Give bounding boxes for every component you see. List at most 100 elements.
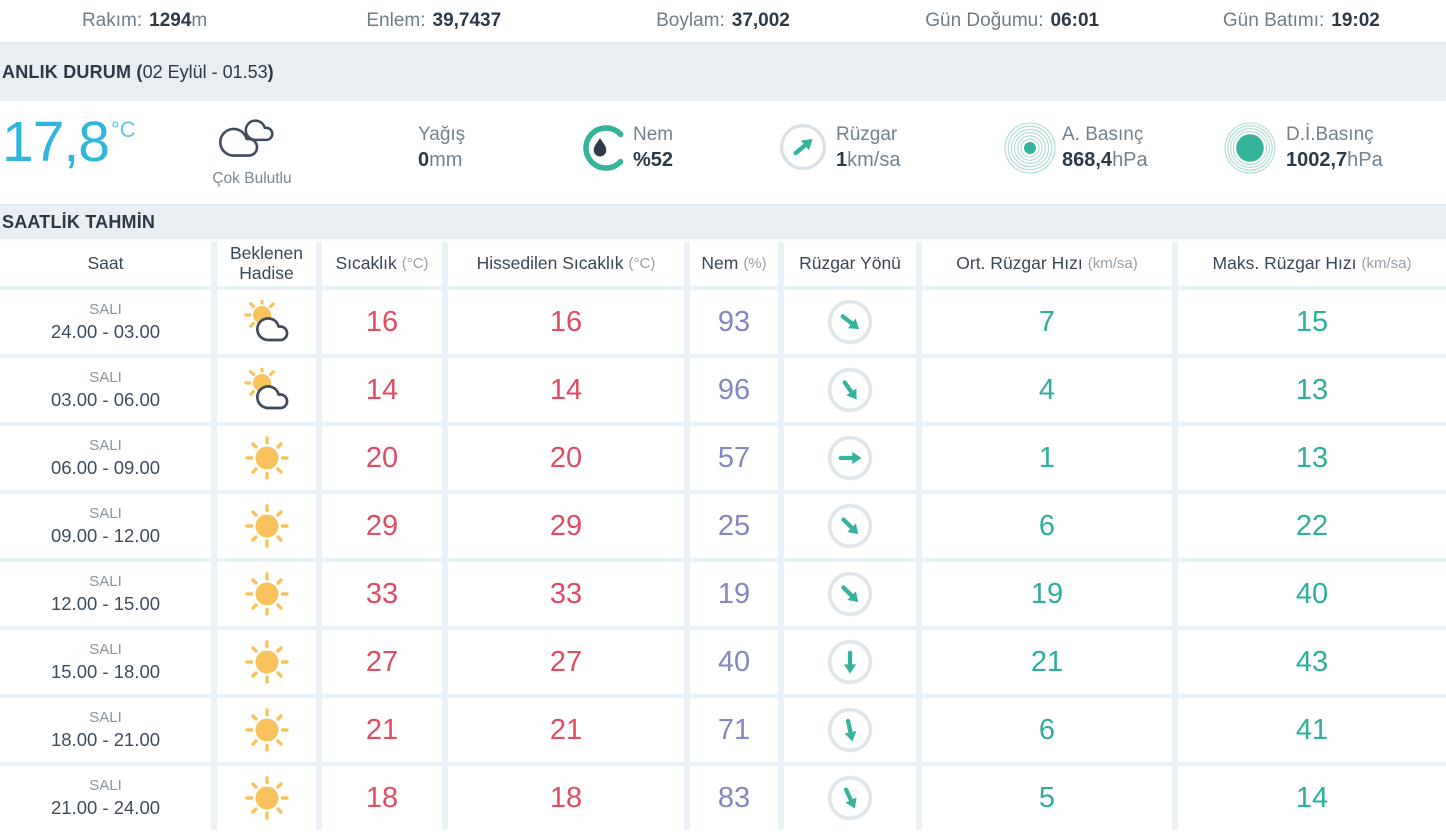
max-wind-speed-value: 22 <box>1178 494 1446 558</box>
expected-weather-cell <box>217 766 316 830</box>
wind-label: Rüzgar <box>836 124 898 145</box>
current-humidity: Nem %52 <box>633 124 674 171</box>
max-wind-speed-value: 43 <box>1178 630 1446 694</box>
actual-pressure-value: 868,4 <box>1062 148 1113 171</box>
humidity-value: 40 <box>690 630 778 694</box>
feels-like-value: 29 <box>448 494 684 558</box>
wind-direction-arrow-icon <box>827 299 873 345</box>
current-wind: Rüzgar 1km/sa <box>836 124 901 171</box>
hour-range: SALI 06.00 - 09.00 <box>0 426 211 490</box>
avg-wind-speed-value: 7 <box>922 290 1172 354</box>
column-header-0: Saat <box>0 242 211 286</box>
feels-like-value: 33 <box>448 562 684 626</box>
temperature-value: 16 <box>322 290 442 354</box>
column-header-4: Nem (%) <box>690 242 778 286</box>
humidity-value: 83 <box>690 766 778 830</box>
humidity-value: 19 <box>690 562 778 626</box>
avg-wind-speed-value: 19 <box>922 562 1172 626</box>
temperature-value: 21 <box>322 698 442 762</box>
wind-direction-arrow-icon <box>827 639 873 685</box>
longitude-value: 37,002 <box>731 10 790 31</box>
wind-direction-arrow-icon <box>827 503 873 549</box>
hour-range: SALI 18.00 - 21.00 <box>0 698 211 762</box>
expected-weather-cell <box>217 494 316 558</box>
longitude-label: Boylam: <box>656 10 725 31</box>
wind-direction-cell <box>784 698 916 762</box>
sun-icon <box>244 708 289 752</box>
avg-wind-speed-value: 21 <box>922 630 1172 694</box>
sun-icon <box>244 640 289 684</box>
hour-range: SALI 24.00 - 03.00 <box>0 290 211 354</box>
expected-weather-cell <box>217 358 316 422</box>
column-header-1: Beklenen Hadise <box>217 242 316 286</box>
sunset-label: Gün Batımı: <box>1222 10 1325 31</box>
hour-range: SALI 03.00 - 06.00 <box>0 358 211 422</box>
hour-range: SALI 09.00 - 12.00 <box>0 494 211 558</box>
latitude-label: Enlem: <box>366 10 426 31</box>
sea-level-pressure-value: 1002,7 <box>1286 148 1348 171</box>
feels-like-value: 20 <box>448 426 684 490</box>
actual-pressure-icon <box>1004 122 1056 174</box>
hour-range: SALI 15.00 - 18.00 <box>0 630 211 694</box>
wind-direction-cell <box>784 426 916 490</box>
humidity-icon <box>583 125 629 171</box>
wind-direction-arrow-icon <box>827 707 873 753</box>
wind-direction-arrow-icon <box>827 775 873 821</box>
column-header-3: Hissedilen Sıcaklık (°C) <box>448 242 684 286</box>
hourly-section-title: SAATLİK TAHMİN <box>2 211 156 232</box>
feels-like-value: 27 <box>448 630 684 694</box>
wind-direction-cell <box>784 494 916 558</box>
hour-range: SALI 12.00 - 15.00 <box>0 562 211 626</box>
humidity-value: 93 <box>690 290 778 354</box>
latitude-value: 39,7437 <box>432 10 502 31</box>
current-temperature: 17,8°C <box>2 110 136 174</box>
current-section-header: ANLIK DURUM (02 Eylül - 01.53) <box>0 42 1446 101</box>
expected-weather-cell <box>217 698 316 762</box>
wind-direction-arrow-icon <box>827 367 873 413</box>
expected-weather-cell <box>217 630 316 694</box>
feels-like-value: 14 <box>448 358 684 422</box>
current-actual-pressure: A. Basınç 868,4hPa <box>1062 124 1148 171</box>
current-precipitation: Yağış 0mm <box>418 124 466 171</box>
column-header-7: Maks. Rüzgar Hızı (km/sa) <box>1178 242 1446 286</box>
expected-weather-cell <box>217 562 316 626</box>
temperature-value: 27 <box>322 630 442 694</box>
current-wind-icon <box>780 124 826 170</box>
humidity-value: 25 <box>690 494 778 558</box>
longitude: Boylam: 37,002 <box>578 10 867 32</box>
temperature-value: 18 <box>322 766 442 830</box>
avg-wind-speed-value: 6 <box>922 494 1172 558</box>
altitude-label: Rakım: <box>81 10 143 31</box>
feels-like-value: 16 <box>448 290 684 354</box>
sun-icon <box>244 572 289 616</box>
feels-like-value: 21 <box>448 698 684 762</box>
current-section-date: 02 Eylül - 01.53 <box>142 61 268 82</box>
temperature-value: 33 <box>322 562 442 626</box>
wind-direction-cell <box>784 766 916 830</box>
current-sea-level-pressure: D.İ.Basınç 1002,7hPa <box>1286 124 1383 171</box>
humidity-value: 52 <box>650 148 674 171</box>
expected-weather-cell <box>217 426 316 490</box>
altitude: Rakım: 1294m <box>81 10 208 31</box>
wind-direction-arrow-icon <box>827 435 873 481</box>
sun-icon <box>244 776 289 820</box>
wind-direction-cell <box>784 630 916 694</box>
precipitation-label: Yağış <box>418 124 466 145</box>
current-temperature-value: 17,8 <box>2 110 110 174</box>
max-wind-speed-value: 13 <box>1178 426 1446 490</box>
wind-direction-cell <box>784 290 916 354</box>
temperature-value: 20 <box>322 426 442 490</box>
current-condition-label: Çok Bulutlu <box>212 170 292 187</box>
temperature-value: 14 <box>322 358 442 422</box>
sun-cloud-icon <box>243 300 288 342</box>
hourly-forecast-table: Saat Beklenen Hadise Sıcaklık (°C) Hissedile… <box>0 239 1446 830</box>
wind-direction-arrow-icon <box>827 571 873 617</box>
max-wind-speed-value: 40 <box>1178 562 1446 626</box>
avg-wind-speed-value: 1 <box>922 426 1172 490</box>
max-wind-speed-value: 41 <box>1178 698 1446 762</box>
latitude: Enlem: 39,7437 <box>289 10 578 32</box>
max-wind-speed-value: 14 <box>1178 766 1446 830</box>
column-header-6: Ort. Rüzgar Hızı (km/sa) <box>922 242 1172 286</box>
humidity-value: 57 <box>690 426 778 490</box>
current-section-title: ANLIK DURUM ( <box>2 61 143 82</box>
